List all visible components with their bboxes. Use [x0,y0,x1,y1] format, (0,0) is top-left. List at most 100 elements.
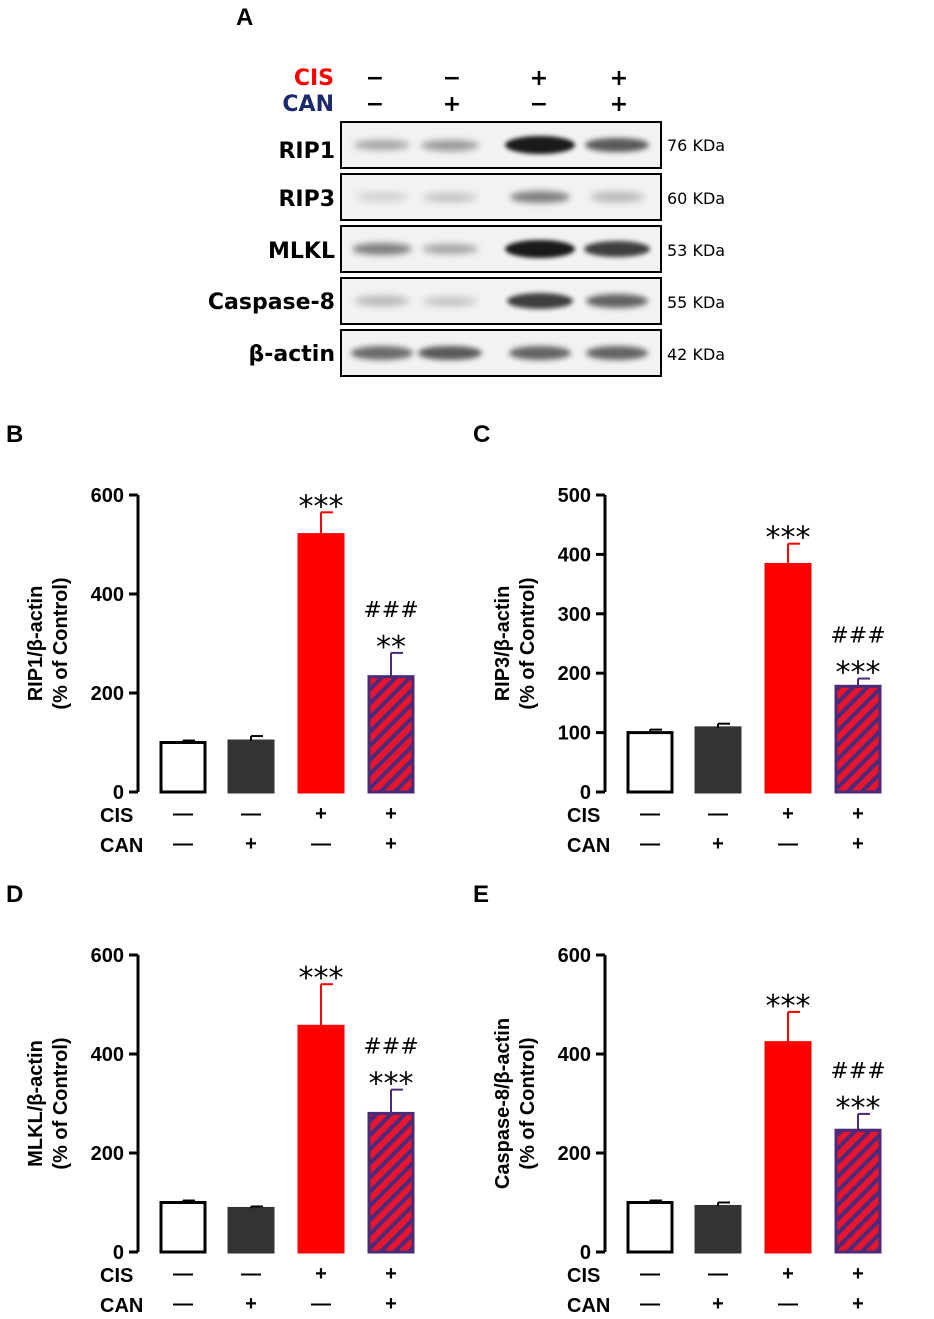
can-sign-lane-3: − [529,92,549,117]
significance-label: ### [363,1035,418,1060]
treatment-sign: — [173,833,193,855]
blot-band [509,190,571,204]
treatment-sign: + [712,833,724,855]
significance-label: ### [363,598,418,623]
treatment-row-label: CAN [100,1295,143,1317]
blot-band [355,192,409,202]
blot-label-mlkl: MLKL [268,239,335,264]
y-axis-label: MLKL/β-actin [25,1040,47,1167]
cis-sign-lane-2: − [442,66,462,91]
treatment-sign: + [385,1293,397,1315]
bar-cis [297,1024,345,1254]
treatment-sign: — [173,1293,193,1315]
panel-letter: D [6,881,23,908]
bar-cis [764,1041,812,1254]
y-tick-label: 500 [558,485,591,507]
significance-label: *** [766,521,811,556]
western-blot-panel: A CIS CAN − − + + − + − + RIP1 RIP3 MLKL… [0,0,934,390]
treatment-sign: + [852,803,864,825]
y-tick-label: 600 [91,485,124,507]
can-sign-lane-1: − [365,92,385,117]
panel-letter: B [6,421,23,448]
can-sign-lane-4: + [609,92,629,117]
blot-band [585,294,649,308]
bar-control [626,1201,674,1254]
treatment-sign: + [245,1293,257,1315]
panel-letter: E [473,881,489,908]
treatment-sign: + [712,1293,724,1315]
bar-control [626,731,674,794]
blot-band [506,293,574,309]
y-tick-label: 600 [91,945,124,967]
blot-label-beta-actin: β-actin [248,342,336,367]
treatment-sign: — [241,803,261,825]
chart-mlkl: D 0 200 400 600 MLKL/β-actin (% of Control) ***… [6,881,419,1317]
y-tick-label: 600 [558,945,591,967]
y-tick-label: 400 [91,1044,124,1066]
y-tick-label: 0 [580,1242,591,1264]
treatment-sign: + [315,1263,327,1285]
blot-band [585,346,649,360]
treatment-sign: — [173,803,193,825]
treatment-sign: — [708,1263,728,1285]
kda-label-rip1: 76 KDa [667,136,726,155]
treatment-sign: + [385,803,397,825]
cis-sign-lane-3: + [529,66,549,91]
treatment-sign: + [315,803,327,825]
treatment-label-cis: CIS [293,66,334,91]
treatment-sign: — [311,1293,331,1315]
treatment-sign: + [782,803,794,825]
y-axis-label: (% of Control) [517,577,539,709]
y-tick-label: 200 [558,1143,591,1165]
cis-sign-lane-1: − [365,66,385,91]
bar-cis [764,562,812,794]
kda-label-caspase8: 55 KDa [667,293,726,312]
blot-band [583,241,651,257]
y-tick-label: 200 [91,1143,124,1165]
significance-label: ### [830,1059,885,1084]
significance-label: *** [836,1091,881,1126]
treatment-sign: — [241,1263,261,1285]
panel-letter-a: A [236,4,254,31]
treatment-sign: — [708,803,728,825]
bar-cis-can [834,1128,882,1254]
bar-cis-can [367,1111,415,1254]
significance-label: *** [299,489,344,524]
treatment-row-label: CIS [100,805,133,827]
significance-label: *** [836,656,881,691]
blot-band [351,242,413,256]
cis-sign-lane-4: + [609,66,629,91]
significance-label: ### [830,624,885,649]
blot-band [353,139,411,151]
blot-band [585,137,649,153]
treatment-sign: + [852,1263,864,1285]
blot-strip-rip3 [340,173,662,221]
treatment-sign: + [385,1263,397,1285]
treatment-sign: — [640,1293,660,1315]
treatment-row-label: CAN [567,1295,610,1317]
blot-label-caspase8: Caspase-8 [207,290,335,315]
blot-band [418,345,482,361]
bar-control [159,1201,207,1254]
bar-control [159,741,207,794]
y-tick-label: 0 [580,782,591,804]
treatment-sign: — [640,803,660,825]
treatment-sign: + [852,833,864,855]
blot-label-rip1: RIP1 [278,139,335,164]
chart-caspase8: E 0 200 400 600 Caspase-8/β-actin (% of Contro… [473,881,886,1317]
blot-band [351,346,413,360]
kda-label-rip3: 60 KDa [667,189,726,208]
treatment-row-label: CAN [100,835,143,857]
blot-strip-beta-actin [340,329,662,377]
blot-band [421,139,479,151]
y-tick-label: 400 [91,584,124,606]
blot-band [423,192,477,202]
bar-can [694,726,742,794]
bar-cis-can [367,675,415,794]
y-axis-label: (% of Control) [517,1037,539,1169]
panel-letter: C [473,421,490,448]
treatment-sign: — [640,833,660,855]
bar-cis [297,533,345,794]
treatment-sign: — [311,833,331,855]
